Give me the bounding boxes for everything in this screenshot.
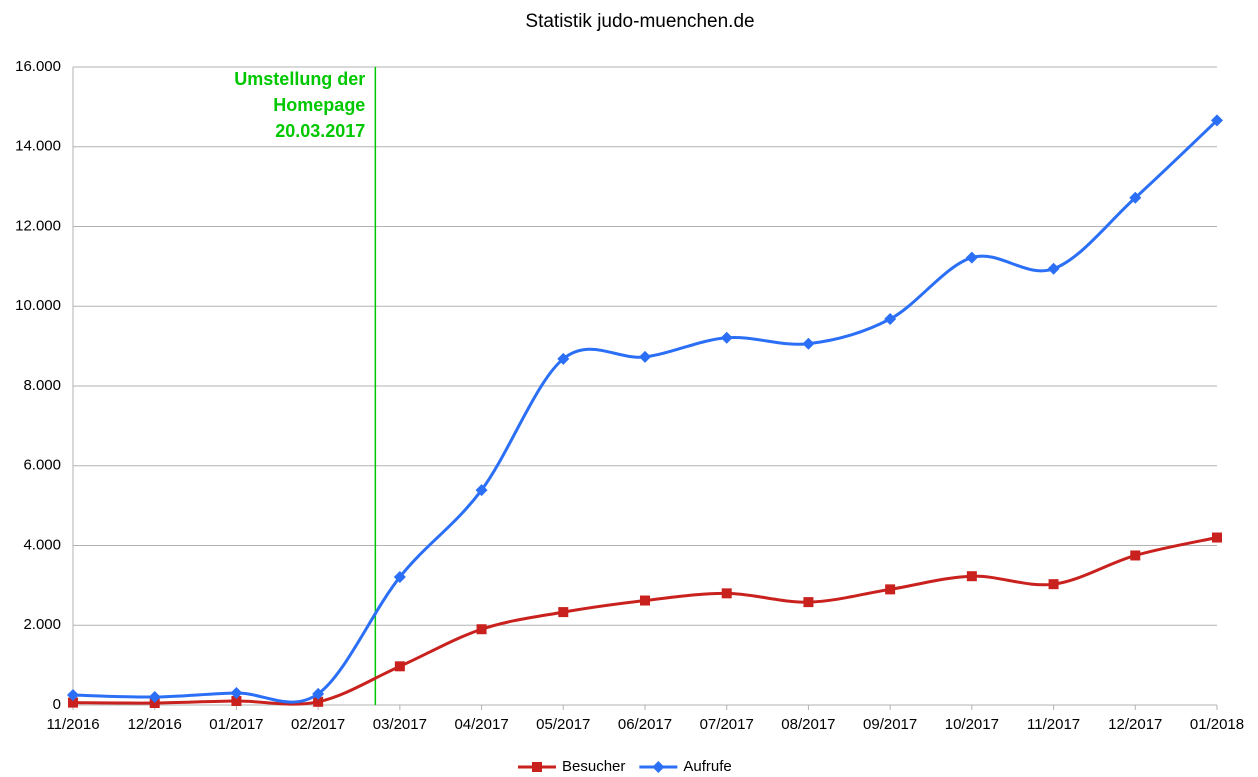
- data-point: [1048, 579, 1059, 590]
- x-tick-label: 06/2017: [618, 716, 672, 733]
- data-point: [721, 588, 732, 599]
- annotation-text: Homepage: [273, 95, 365, 115]
- data-point: [558, 607, 569, 618]
- data-point: [1130, 550, 1141, 561]
- data-point: [1212, 532, 1222, 543]
- y-tick-label: 12.000: [15, 217, 61, 234]
- data-point: [885, 584, 896, 595]
- x-tick-label: 12/2017: [1108, 716, 1162, 733]
- legend-marker: [652, 761, 665, 773]
- y-tick-label: 10.000: [15, 297, 61, 314]
- data-point: [394, 661, 405, 672]
- x-tick-label: 07/2017: [700, 716, 754, 733]
- data-point: [557, 352, 570, 365]
- x-tick-label: 03/2017: [373, 716, 427, 733]
- data-point: [639, 350, 651, 363]
- data-point: [312, 687, 325, 700]
- x-tick-label: 01/2017: [209, 716, 263, 733]
- data-point: [1211, 114, 1223, 127]
- data-point: [720, 331, 733, 344]
- chart-title: Statistik judo-muenchen.de: [525, 11, 754, 32]
- x-tick-label: 11/2016: [46, 716, 99, 733]
- x-tick-label: 12/2016: [128, 716, 182, 733]
- data-point: [393, 571, 406, 584]
- annotation-text: Umstellung der: [234, 69, 365, 89]
- x-tick-label: 02/2017: [291, 716, 345, 733]
- data-point: [476, 624, 487, 635]
- data-point: [1129, 191, 1142, 204]
- x-tick-label: 08/2017: [781, 716, 835, 733]
- annotation-text: 20.03.2017: [275, 121, 365, 141]
- x-tick-label: 09/2017: [863, 716, 917, 733]
- data-point: [148, 691, 161, 704]
- data-point: [966, 571, 977, 582]
- data-point: [965, 251, 978, 264]
- data-point: [475, 484, 488, 497]
- data-point: [68, 697, 78, 708]
- data-point: [802, 337, 815, 350]
- data-point: [884, 313, 897, 326]
- x-tick-label: 11/2017: [1027, 716, 1080, 733]
- data-point: [230, 687, 243, 700]
- x-tick-label: 10/2017: [945, 716, 999, 733]
- data-point: [640, 595, 650, 606]
- data-point: [231, 696, 242, 707]
- data-point: [1047, 262, 1060, 275]
- y-tick-label: 16.000: [15, 58, 61, 75]
- y-tick-label: 4.000: [23, 536, 61, 553]
- data-point: [67, 689, 79, 702]
- y-tick-label: 6.000: [23, 457, 61, 474]
- data-point: [803, 597, 814, 608]
- data-point: [313, 696, 324, 707]
- y-tick-label: 2.000: [23, 616, 61, 633]
- y-tick-label: 14.000: [15, 138, 61, 155]
- series-line: [72, 119, 1219, 704]
- x-tick-label: 04/2017: [454, 716, 508, 733]
- legend-label: Besucher: [562, 758, 625, 775]
- y-tick-label: 0: [53, 696, 61, 713]
- y-tick-label: 8.000: [23, 377, 61, 394]
- legend-label: Aufrufe: [683, 758, 731, 775]
- series-line: [72, 536, 1218, 706]
- legend-marker: [532, 762, 542, 772]
- x-tick-label: 01/2018: [1190, 716, 1244, 733]
- x-tick-label: 05/2017: [536, 716, 590, 733]
